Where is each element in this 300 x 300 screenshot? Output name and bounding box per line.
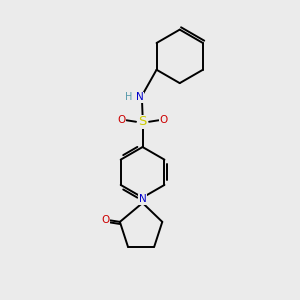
Text: O: O: [101, 215, 109, 225]
Text: S: S: [138, 115, 147, 128]
Text: O: O: [117, 115, 125, 125]
Text: H: H: [124, 92, 132, 102]
Text: N: N: [136, 92, 143, 102]
Text: N: N: [139, 194, 146, 204]
Text: O: O: [160, 115, 168, 125]
